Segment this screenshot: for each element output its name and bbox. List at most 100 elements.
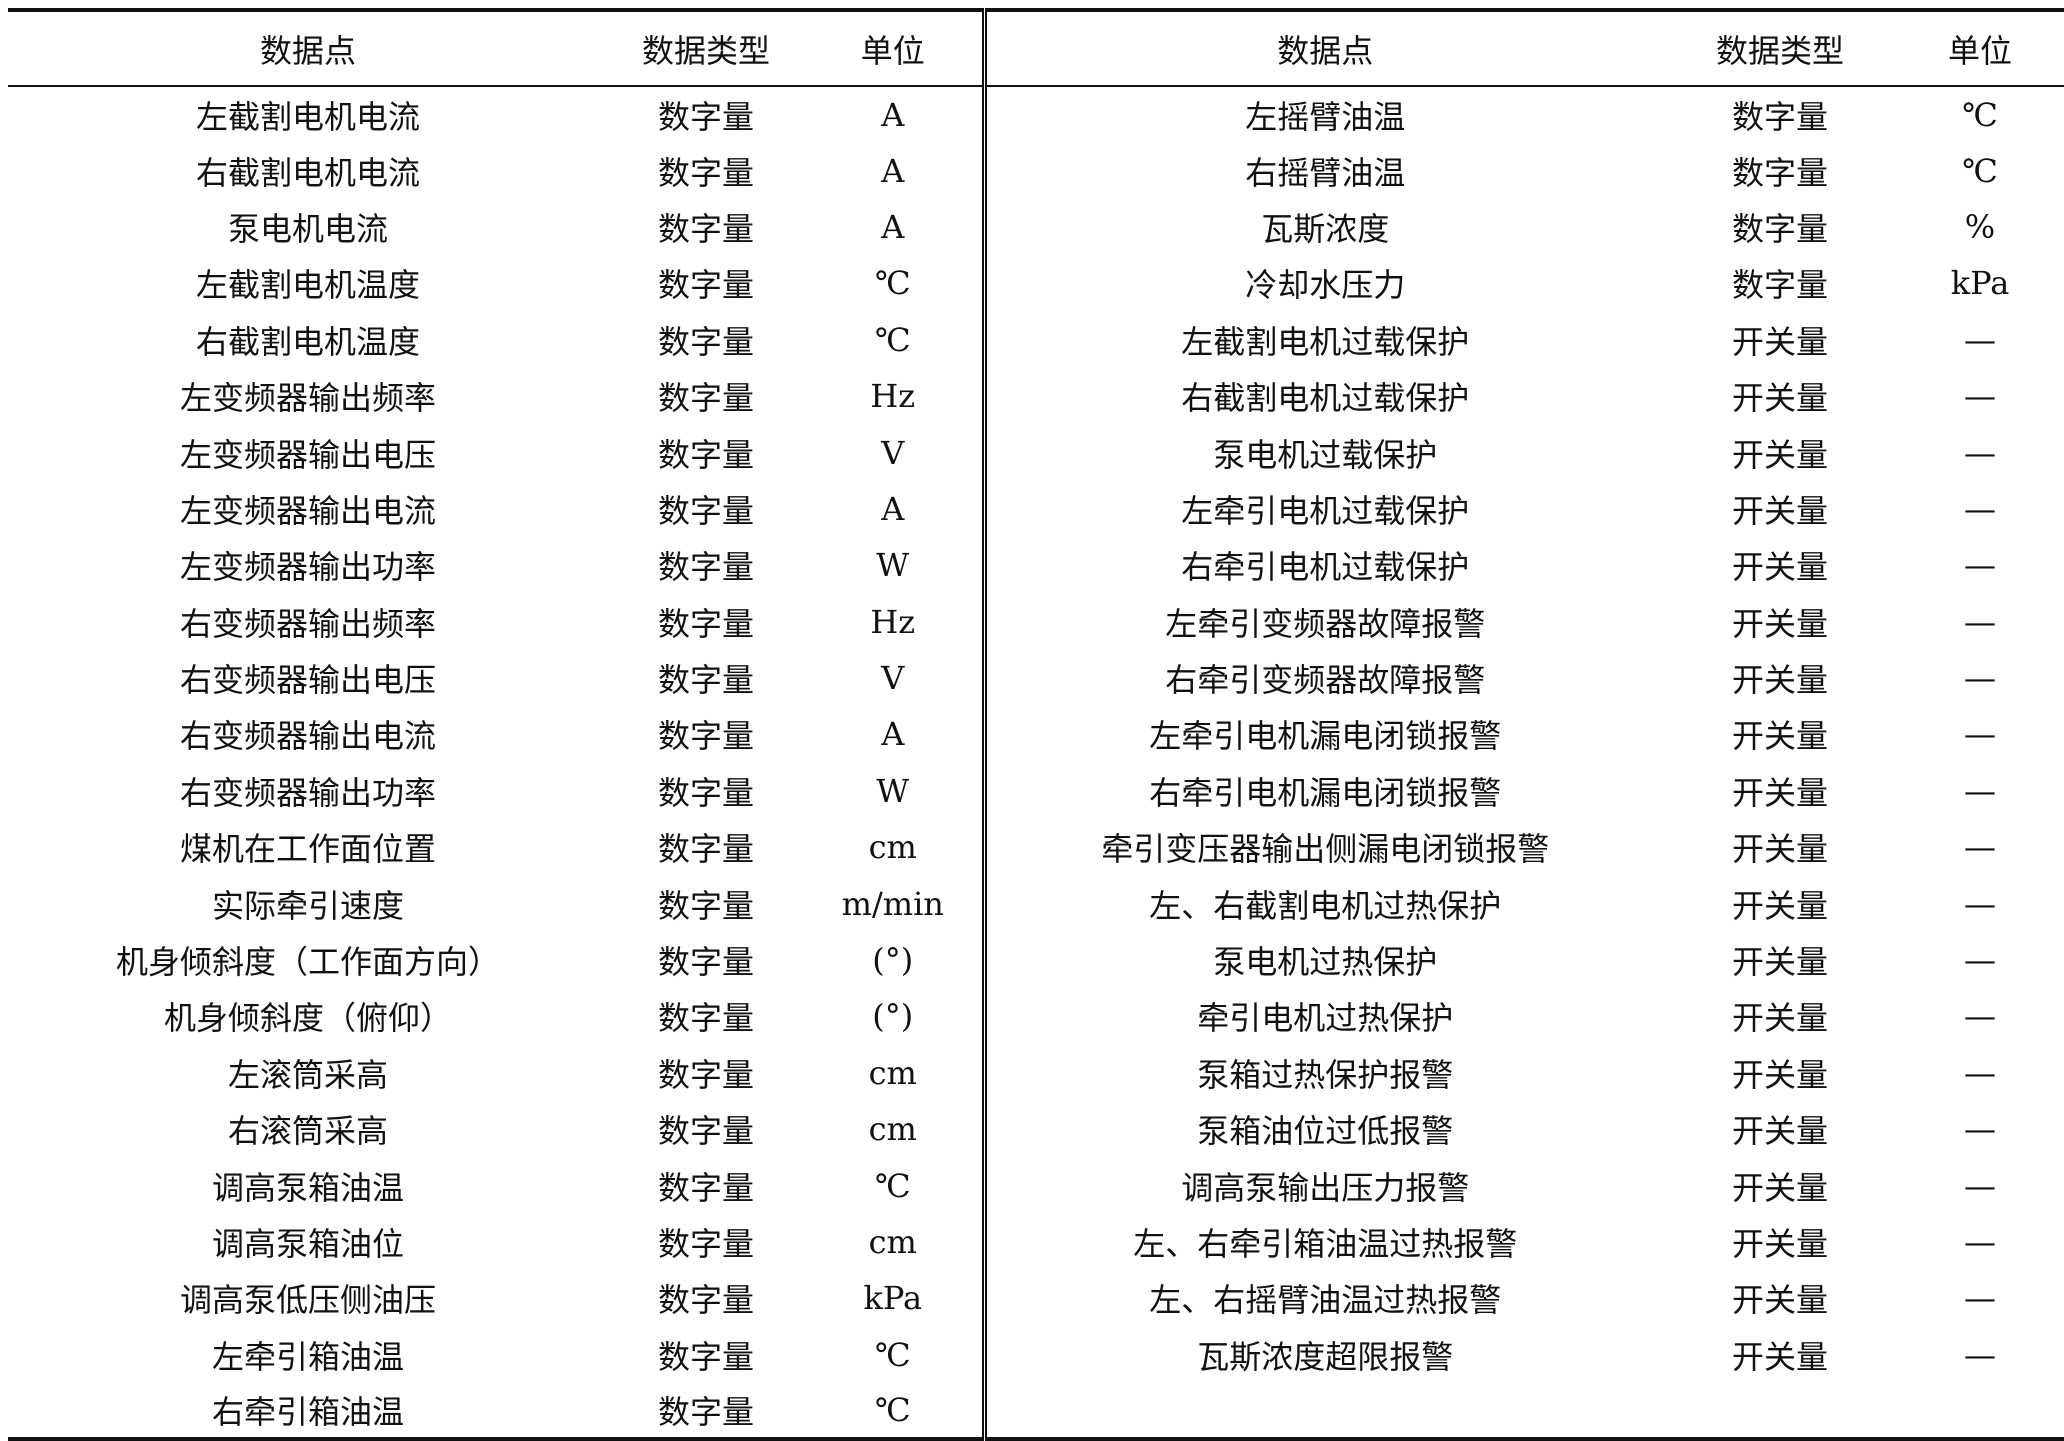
table-row: 调高泵箱油温 数字量 ℃ 调高泵输出压力报警 开关量 — (8, 1157, 2064, 1214)
header-data-point: 数据点 (259, 31, 356, 70)
right-unit-cell: — (1964, 489, 1996, 528)
left-data-type-cell: 数字量 (657, 943, 754, 982)
right-data-type-cell: 开关量 (1731, 322, 1828, 361)
right-data-point-cell (984, 1383, 1664, 1439)
right-data-type-cell: 数字量 (1731, 266, 1828, 305)
right-data-point-cell: 瓦斯浓度 (1261, 209, 1390, 248)
left-data-type-cell: 数字量 (657, 491, 754, 530)
left-data-type-cell: 数字量 (657, 1337, 754, 1376)
right-data-type-cell: 数字量 (1731, 153, 1828, 192)
left-data-type-cell: 数字量 (657, 209, 754, 248)
left-unit-cell: ℃ (804, 255, 987, 312)
table-row: 调高泵箱油位 数字量 cm 左、右牵引箱油温过热报警 开关量 — (8, 1213, 2064, 1271)
left-unit-cell: ℃ (804, 311, 987, 368)
left-data-point-cell: 机身倾斜度（俯仰） (163, 999, 452, 1038)
right-data-type-cell: 开关量 (1731, 1112, 1828, 1151)
right-unit-cell: — (1964, 997, 1996, 1036)
left-data-point-cell: 左牵引箱油温 (211, 1337, 404, 1376)
table-row: 煤机在工作面位置 数字量 cm 牵引变压器输出侧漏电闭锁报警 开关量 — (8, 819, 2064, 876)
left-data-point-cell: 机身倾斜度（工作面方向） (115, 943, 500, 982)
data-point-table: 数据点 数据类型 单位 数据点 数据类型 单位 左截割电机电流 数字量 A 左摇臂油温… (8, 8, 2064, 1441)
right-unit-cell: — (1964, 1279, 1996, 1318)
right-data-type-cell: 开关量 (1731, 548, 1828, 587)
table-row: 机身倾斜度（工作面方向） 数字量 (°) 泵电机过热保护 开关量 — (8, 931, 2064, 989)
right-data-point-cell: 左、右摇臂油温过热报警 (1149, 1281, 1502, 1320)
right-data-type-cell: 开关量 (1731, 999, 1828, 1038)
left-unit-cell: kPa (804, 1270, 987, 1327)
left-data-point-cell: 右变频器输出功率 (179, 773, 436, 812)
table-row: 左截割电机温度 数字量 ℃ 冷却水压力 数字量 kPa (8, 255, 2064, 312)
right-unit-cell: — (1964, 715, 1996, 754)
left-unit-cell: cm (804, 1213, 987, 1271)
header-unit: 单位 (1947, 31, 2012, 70)
right-data-type-cell: 开关量 (1731, 604, 1828, 643)
right-unit-cell: — (1964, 1223, 1996, 1261)
left-data-point-cell: 调高泵箱油位 (211, 1225, 404, 1263)
right-unit-cell: — (1964, 828, 1996, 867)
left-unit-cell: A (804, 142, 987, 199)
left-data-type-cell: 数字量 (657, 266, 754, 305)
right-data-point-cell: 右牵引电机过载保护 (1181, 548, 1470, 587)
right-data-point-cell: 冷却水压力 (1245, 266, 1406, 305)
left-data-point-cell: 左变频器输出电压 (179, 435, 436, 474)
table-row: 左截割电机电流 数字量 A 左摇臂油温 数字量 ℃ (8, 86, 2064, 143)
right-data-point-cell: 右牵引电机漏电闭锁报警 (1149, 773, 1502, 812)
left-data-point-cell: 泵电机电流 (227, 209, 388, 248)
left-data-type-cell: 数字量 (657, 322, 754, 361)
table-row: 左变频器输出电流 数字量 A 左牵引电机过载保护 开关量 — (8, 480, 2064, 538)
right-unit-cell: ℃ (1962, 151, 1998, 190)
header-data-point: 数据点 (1277, 31, 1374, 70)
left-data-type-cell: 数字量 (657, 830, 754, 869)
left-unit-cell: V (804, 424, 987, 481)
right-unit-cell: — (1964, 941, 1996, 980)
left-unit-cell: ℃ (804, 1382, 987, 1440)
right-data-point-cell: 泵电机过载保护 (1213, 435, 1438, 474)
right-unit-cell: — (1964, 602, 1996, 641)
left-data-type-cell: 数字量 (657, 1225, 754, 1263)
left-unit-cell: V (804, 649, 987, 707)
right-unit-cell: — (1964, 1335, 1996, 1374)
left-data-point-cell: 右截割电机温度 (195, 322, 420, 361)
left-data-point-cell: 右滚筒采高 (227, 1112, 388, 1151)
left-data-type-cell: 数字量 (657, 1393, 754, 1432)
right-unit-cell: — (1964, 320, 1996, 359)
left-unit-cell: W (804, 537, 987, 594)
right-data-point-cell: 泵电机过热保护 (1213, 943, 1438, 982)
right-data-point-cell: 右截割电机过载保护 (1181, 379, 1470, 418)
right-unit-cell (1896, 1383, 2064, 1439)
table-row: 左变频器输出频率 数字量 Hz 右截割电机过载保护 开关量 — (8, 367, 2064, 425)
right-data-type-cell: 数字量 (1731, 209, 1828, 248)
left-unit-cell: Hz (804, 367, 987, 425)
right-unit-cell: — (1964, 1166, 1996, 1205)
left-data-type-cell: 数字量 (657, 604, 754, 643)
right-data-point-cell: 瓦斯浓度超限报警 (1197, 1337, 1454, 1376)
left-unit-cell: A (804, 198, 987, 256)
table-row: 右变频器输出功率 数字量 W 右牵引电机漏电闭锁报警 开关量 — (8, 762, 2064, 820)
left-data-type-cell: 数字量 (657, 379, 754, 418)
right-data-point-cell: 左牵引电机漏电闭锁报警 (1149, 717, 1502, 756)
left-data-type-cell: 数字量 (657, 548, 754, 587)
left-data-point-cell: 右截割电机电流 (195, 153, 420, 192)
right-data-point-cell: 左、右牵引箱油温过热报警 (1133, 1225, 1518, 1263)
right-data-type-cell (1664, 1383, 1896, 1439)
table-row: 泵电机电流 数字量 A 瓦斯浓度 数字量% (8, 198, 2064, 256)
right-data-type-cell: 开关量 (1731, 773, 1828, 812)
table-row: 左变频器输出功率 数字量 W 右牵引电机过载保护 开关量 — (8, 537, 2064, 594)
table-row: 右截割电机电流 数字量 A 右摇臂油温 数字量 ℃ (8, 142, 2064, 199)
table-row: 左滚筒采高 数字量 cm 泵箱过热保护报警 开关量 — (8, 1044, 2064, 1102)
table-row: 右牵引箱油温 数字量 ℃ (8, 1382, 2064, 1440)
left-unit-cell: m/min (804, 875, 987, 932)
right-data-type-cell: 开关量 (1731, 1281, 1828, 1320)
left-data-point-cell: 左变频器输出功率 (179, 548, 436, 587)
left-data-type-cell: 数字量 (657, 97, 754, 136)
right-unit-cell: kPa (1950, 264, 2010, 303)
table-row: 调高泵低压侧油压 数字量 kPa 左、右摇臂油温过热报警 开关量 — (8, 1270, 2064, 1327)
left-unit-cell: cm (804, 1044, 987, 1102)
left-unit-cell: A (804, 480, 987, 538)
right-data-type-cell: 开关量 (1731, 943, 1828, 982)
right-unit-cell: ℃ (1962, 95, 1998, 134)
right-data-point-cell: 左牵引变频器故障报警 (1165, 604, 1486, 643)
right-data-type-cell: 开关量 (1731, 661, 1828, 700)
right-data-type-cell: 开关量 (1731, 1225, 1828, 1263)
left-data-point-cell: 右变频器输出电压 (179, 661, 436, 700)
